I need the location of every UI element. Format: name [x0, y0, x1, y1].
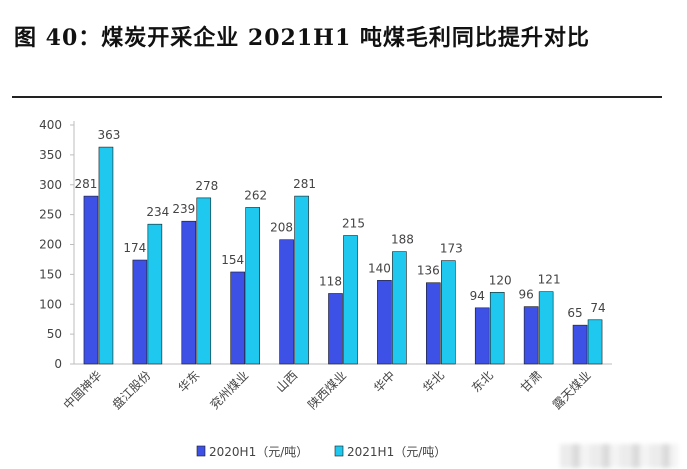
- bar-2: [538, 291, 554, 365]
- bar-1: [474, 307, 490, 365]
- data-label: 215: [342, 217, 365, 231]
- category-label: 华中: [370, 368, 398, 396]
- legend-label-2: 2021H1（元/吨）: [347, 445, 446, 459]
- bar-1: [523, 306, 539, 365]
- data-label: 118: [319, 274, 342, 288]
- y-tick-label: 0: [54, 357, 62, 371]
- bar-1: [132, 259, 148, 365]
- bar-2: [294, 195, 309, 365]
- y-tick-label: 300: [39, 178, 62, 192]
- x-axis: 中国神华 盘江股份 华东 兖州煤业 山西 陕西煤业 华中 华北 东北 甘肃 露天煤业: [60, 363, 612, 413]
- category-label: 山西: [273, 368, 300, 395]
- legend: 2020H1（元/吨） 2021H1（元/吨）: [196, 445, 446, 459]
- category-label: 东北: [469, 368, 496, 395]
- y-tick-label: 250: [39, 208, 62, 222]
- data-label: 188: [391, 233, 414, 247]
- data-label: 154: [221, 253, 244, 267]
- category-label: 陕西煤业: [305, 368, 350, 413]
- bar-1: [426, 282, 441, 365]
- data-label: 120: [489, 273, 512, 287]
- data-label: 239: [172, 202, 195, 216]
- bar-2: [343, 235, 358, 365]
- category-label: 盘江股份: [109, 368, 154, 413]
- data-label: 65: [567, 306, 582, 320]
- data-label: 136: [417, 264, 440, 278]
- bar-1: [83, 195, 99, 365]
- data-label: 262: [244, 188, 267, 202]
- y-tick-label: 100: [39, 297, 62, 311]
- bar-1: [279, 239, 294, 365]
- figure-title: 图 40：煤炭开采企业 2021H1 吨煤毛利同比提升对比: [14, 25, 590, 51]
- bar-2: [392, 251, 407, 365]
- category-label: 中国神华: [60, 368, 105, 413]
- data-label: 74: [590, 301, 605, 315]
- category-label: 甘肃: [518, 368, 545, 395]
- legend-swatch-2: [334, 445, 344, 457]
- bar-2: [147, 223, 163, 365]
- y-tick-label: 400: [39, 118, 62, 132]
- data-label: 94: [470, 289, 485, 303]
- title-divider: [12, 96, 662, 98]
- y-tick-label: 350: [39, 148, 62, 162]
- data-label: 278: [195, 179, 218, 193]
- category-label: 露天煤业: [550, 368, 594, 412]
- bar-1: [328, 293, 343, 365]
- bar-2: [489, 291, 505, 365]
- data-label: 208: [270, 221, 293, 235]
- data-label: 281: [293, 177, 316, 191]
- data-label: 174: [123, 241, 146, 255]
- bar-1: [377, 280, 392, 365]
- bar-1: [230, 271, 245, 365]
- data-label: 140: [368, 261, 391, 275]
- legend-swatch-1: [196, 445, 206, 457]
- y-tick-label: 150: [39, 267, 62, 281]
- watermark: [560, 444, 678, 468]
- data-label: 234: [146, 205, 169, 219]
- bars: [83, 146, 603, 365]
- data-label: 173: [440, 242, 463, 256]
- data-label: 363: [98, 128, 121, 142]
- bar-2: [98, 146, 114, 365]
- bar-2: [587, 319, 603, 365]
- bar-1: [181, 220, 197, 365]
- data-label: 281: [75, 177, 98, 191]
- data-label: 96: [518, 288, 533, 302]
- y-axis: 0 50 100 150 200 250 300 350 400: [39, 118, 75, 371]
- category-label: 华东: [176, 368, 203, 395]
- bar-1: [572, 324, 588, 365]
- data-label: 121: [538, 273, 561, 287]
- bar-2: [245, 207, 260, 365]
- legend-label-1: 2020H1（元/吨）: [209, 445, 308, 459]
- category-label: 华北: [420, 368, 447, 395]
- y-tick-label: 50: [47, 327, 62, 341]
- category-label: 兖州煤业: [207, 368, 252, 413]
- bar-2: [196, 197, 212, 365]
- y-tick-label: 200: [39, 238, 62, 252]
- bar-2: [441, 260, 456, 365]
